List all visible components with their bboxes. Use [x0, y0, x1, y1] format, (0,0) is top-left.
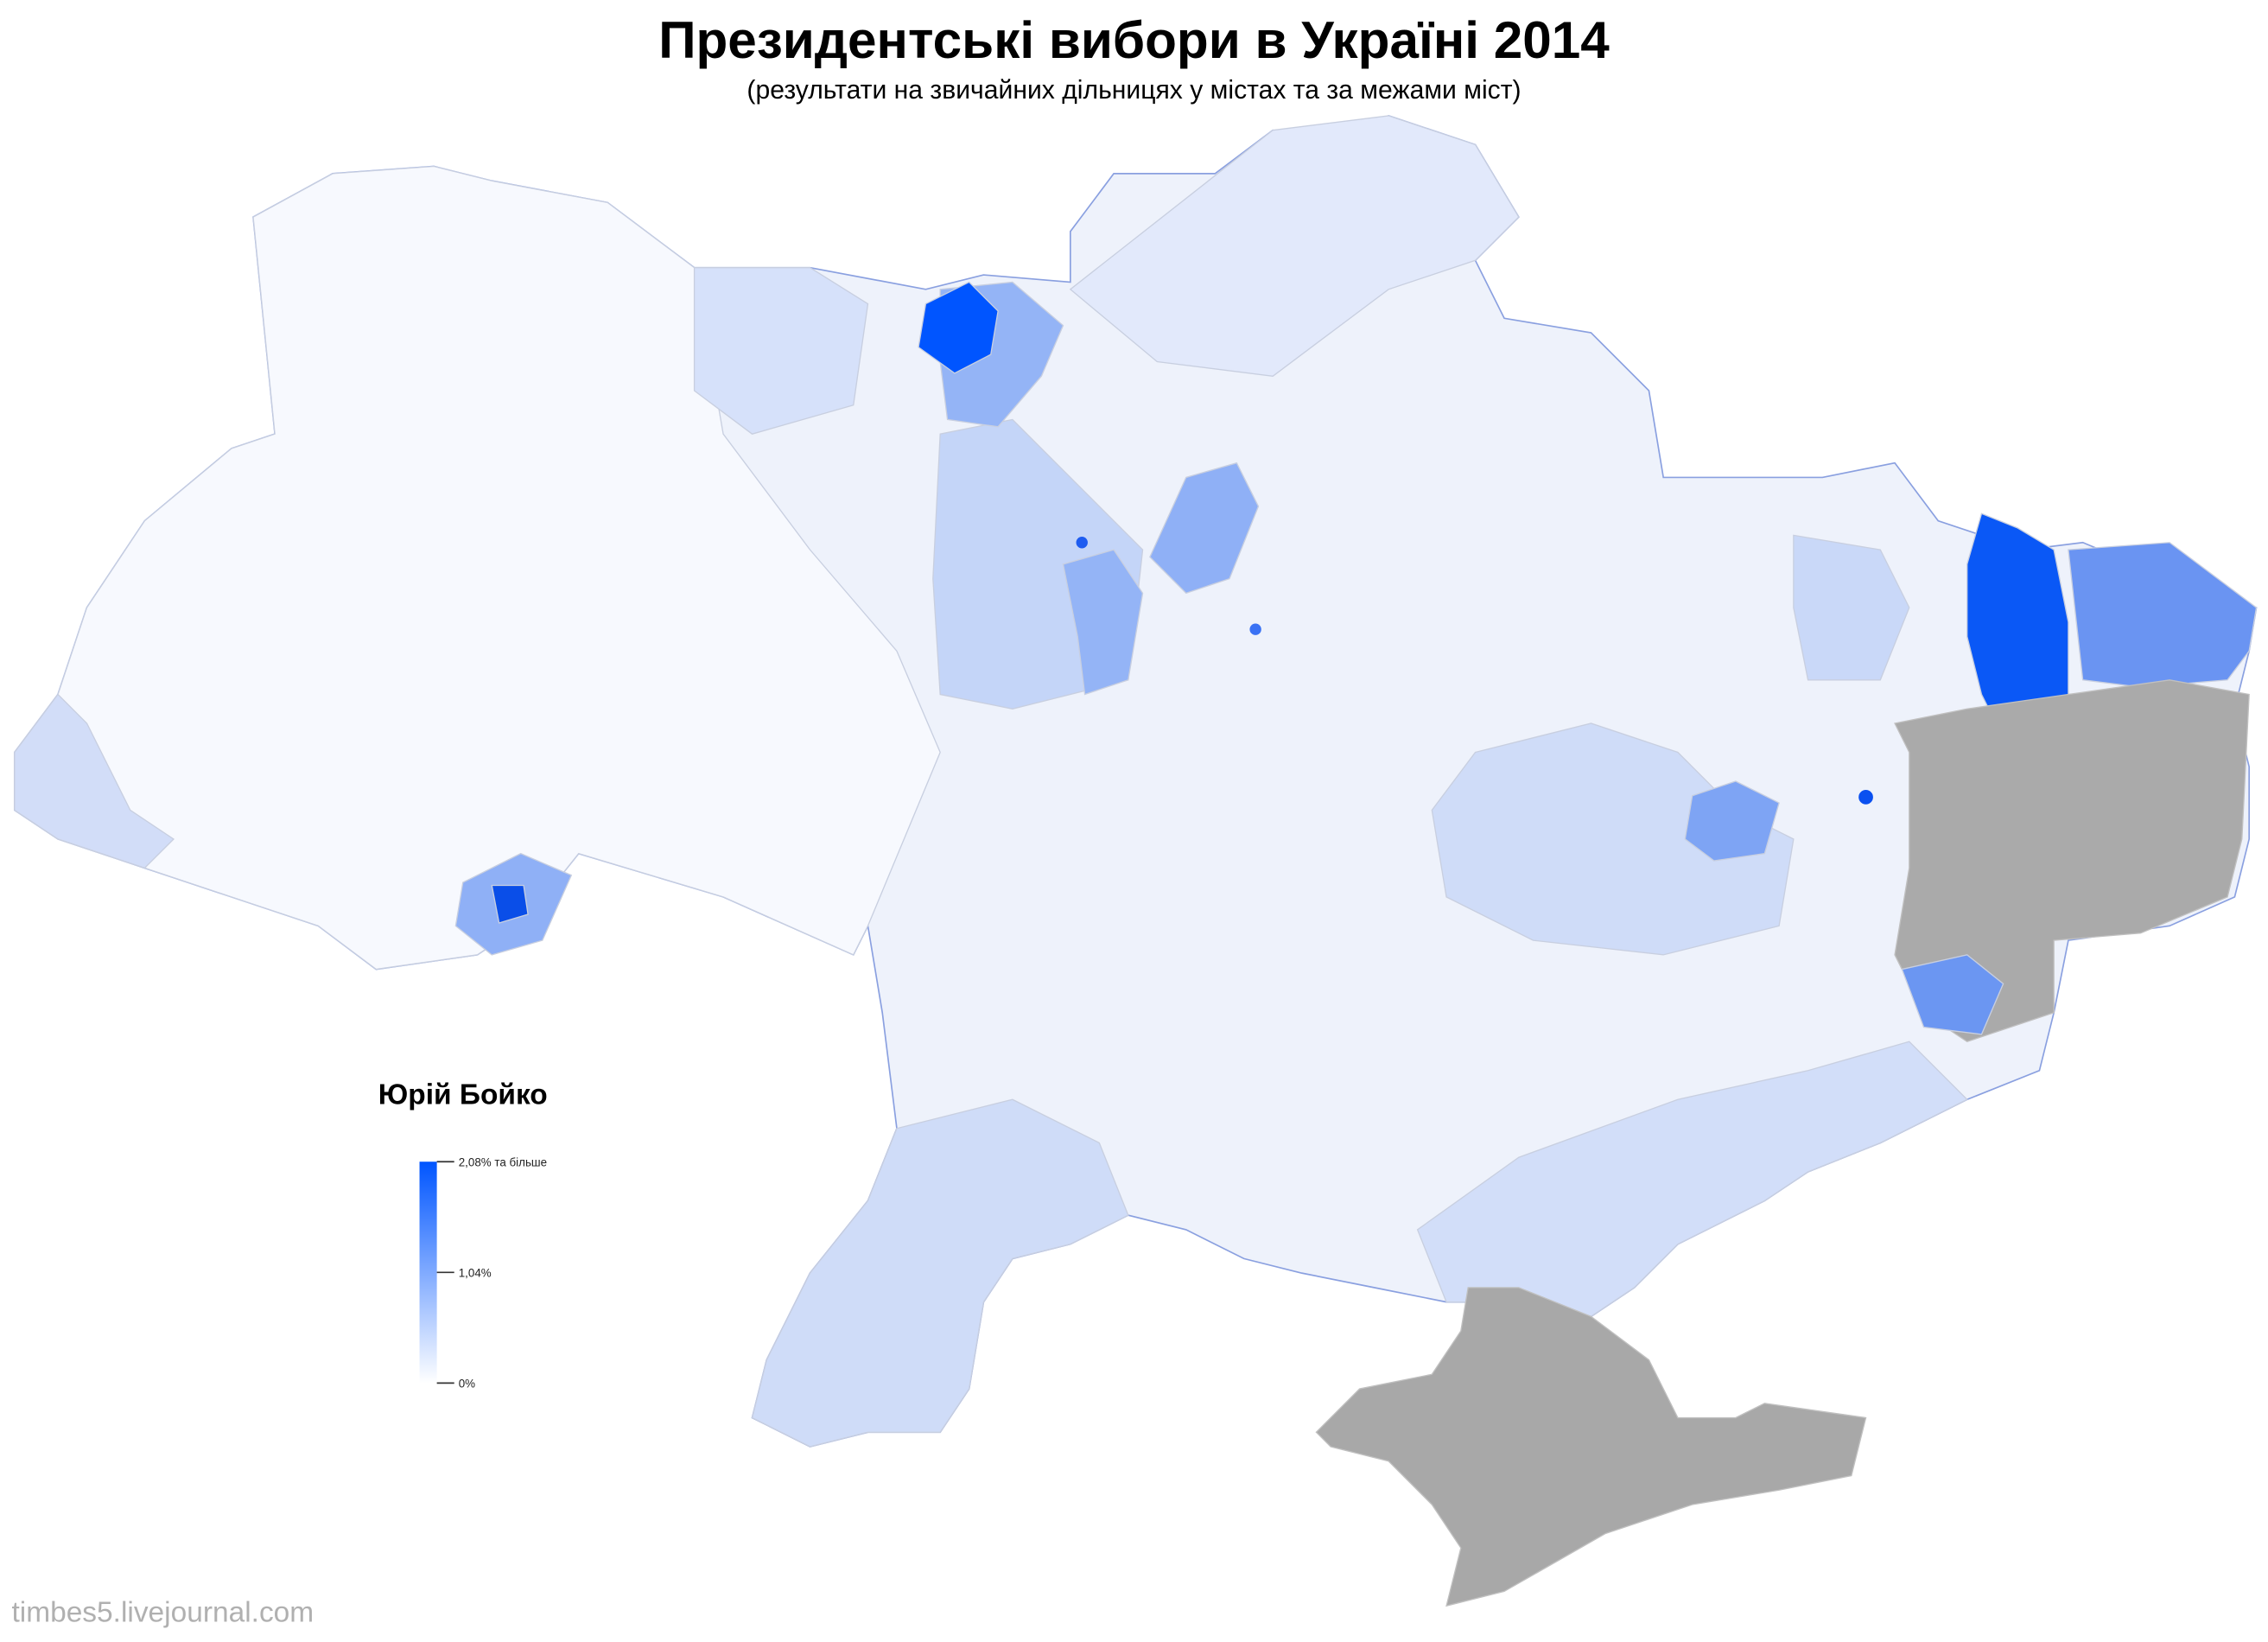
city-marker	[1249, 623, 1261, 635]
legend-color-bar	[419, 1161, 437, 1384]
map-title: Президентські вибори в Україні 2014	[658, 10, 1610, 69]
region-medium	[1901, 954, 2004, 1035]
occupied-donbas	[1894, 679, 2250, 1043]
region-medium	[1684, 780, 1780, 862]
region-dark	[491, 884, 529, 924]
map-subtitle: (результати на звичайних дільницях у міс…	[746, 76, 1521, 105]
legend-ticks: 2,08% та більше 1,04% 0%	[436, 1155, 547, 1390]
legend-tick-label: 1,04%	[459, 1266, 492, 1279]
city-marker	[1076, 537, 1088, 549]
city-marker	[1858, 790, 1873, 805]
ukraine-map	[13, 115, 2258, 1607]
occupied-crimea	[1315, 1287, 1867, 1607]
credit: timbes5.livejournal.com	[11, 1597, 314, 1629]
region-medium	[1062, 549, 1144, 696]
legend-tick-label: 0%	[459, 1377, 475, 1390]
region-light	[1069, 115, 1520, 377]
region-light	[693, 267, 869, 435]
legend-title: Юрій Бойко	[378, 1079, 548, 1111]
region-light	[751, 1098, 1129, 1448]
region-light	[1431, 722, 1795, 956]
region-light	[14, 693, 175, 869]
region-medium	[2068, 542, 2258, 688]
region-dark	[1966, 512, 2069, 724]
legend-tick-label: 2,08% та більше	[459, 1155, 547, 1168]
region-dark	[918, 281, 999, 374]
region-light	[1416, 1041, 1968, 1318]
region-medium	[1149, 461, 1260, 595]
region-light	[1793, 534, 1910, 681]
legend: Юрій Бойко 2,08% та більше 1,04% 0%	[378, 1079, 548, 1390]
